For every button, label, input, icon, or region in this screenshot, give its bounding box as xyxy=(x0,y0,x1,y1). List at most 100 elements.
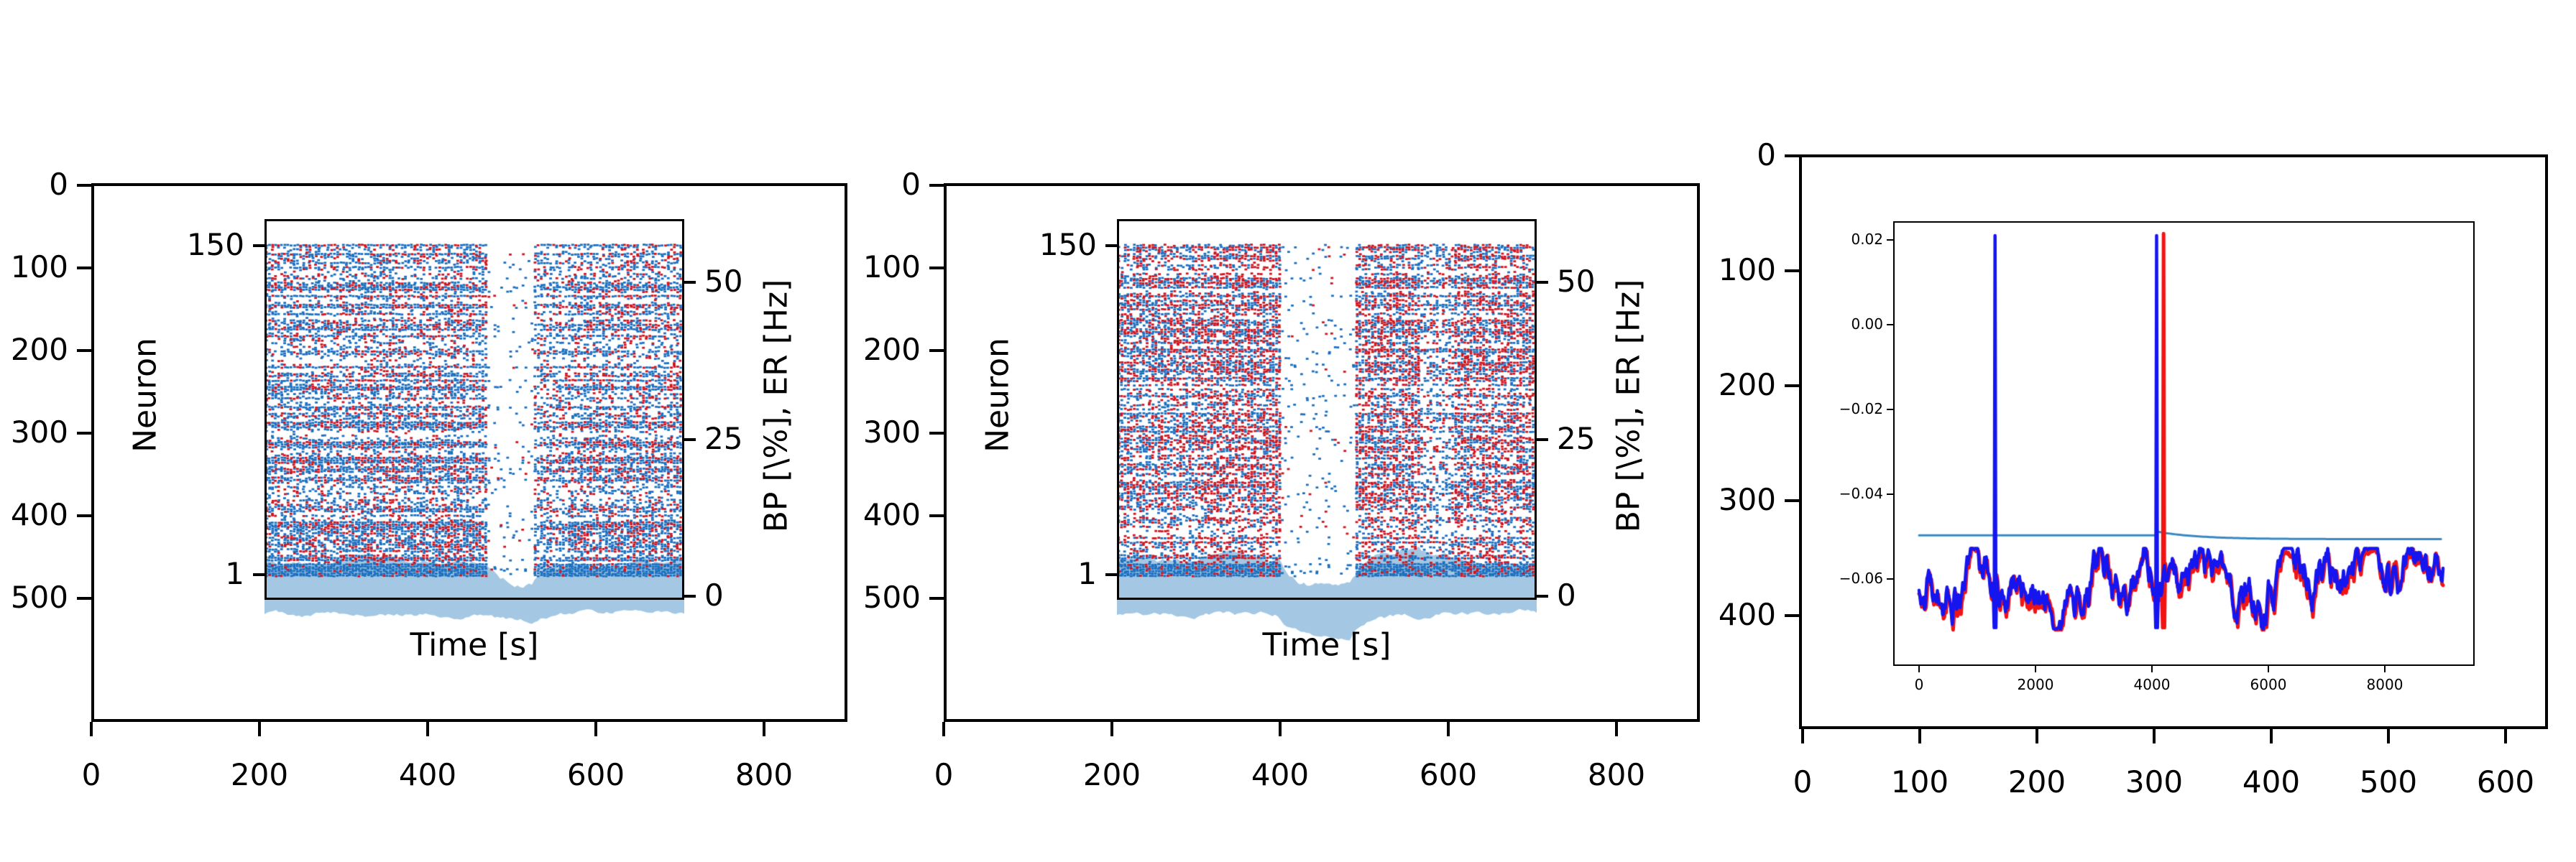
tick-mark xyxy=(2153,729,2156,743)
tick-mark xyxy=(2036,729,2038,743)
outer-axes-box xyxy=(1799,154,2548,729)
tick-mark xyxy=(1537,281,1548,284)
tick-label: 100 xyxy=(10,249,68,285)
tick-label: 0 xyxy=(1793,764,1813,800)
tick-mark xyxy=(1537,595,1548,598)
tick-mark xyxy=(1537,438,1548,441)
tick-label: 0.02 xyxy=(1851,231,1883,249)
tick-mark xyxy=(929,514,944,517)
tick-mark xyxy=(929,349,944,352)
tick-label: 1 xyxy=(1077,556,1097,592)
tick-mark xyxy=(77,349,91,352)
inner-axes-box xyxy=(1117,219,1537,600)
tick-label: 8000 xyxy=(2366,676,2404,693)
inner-axes-box xyxy=(1893,221,2475,666)
tick-label: 0 xyxy=(49,167,68,203)
tick-label: 150 xyxy=(1039,227,1097,263)
tick-label: 25 xyxy=(704,421,743,457)
tick-label: 400 xyxy=(1251,757,1310,792)
tick-mark xyxy=(929,432,944,435)
tick-label: 200 xyxy=(1082,757,1141,792)
tick-mark xyxy=(1887,324,1893,325)
tick-label: 400 xyxy=(10,497,68,533)
tick-mark xyxy=(1785,614,1799,617)
tick-mark xyxy=(2268,666,2269,672)
tick-label: −0.06 xyxy=(1839,570,1883,588)
tick-mark xyxy=(1918,666,1920,672)
tick-mark xyxy=(2035,666,2036,672)
tick-label: 0 xyxy=(704,578,724,613)
tick-label: −0.02 xyxy=(1839,400,1883,418)
tick-mark xyxy=(2270,729,2273,743)
tick-label: 0 xyxy=(1557,578,1576,613)
tick-mark xyxy=(258,722,261,736)
tick-label: 4000 xyxy=(2133,676,2171,693)
tick-mark xyxy=(90,722,93,736)
tick-mark xyxy=(1279,722,1282,736)
tick-mark xyxy=(942,722,945,736)
tick-label: 400 xyxy=(862,497,921,533)
tick-label: 0 xyxy=(1914,676,1924,693)
tick-label: 200 xyxy=(862,332,921,368)
tick-label: 150 xyxy=(186,227,244,263)
tick-mark xyxy=(763,722,765,736)
tick-label: 300 xyxy=(10,414,68,450)
tick-label: 200 xyxy=(1718,367,1776,403)
tick-label: 0 xyxy=(81,757,101,792)
tick-label: 0 xyxy=(901,167,921,203)
raster-canvas xyxy=(264,219,684,657)
tick-mark xyxy=(2387,729,2390,743)
tick-mark xyxy=(253,244,264,247)
tick-mark xyxy=(1785,384,1799,387)
tick-mark xyxy=(1785,154,1799,157)
tick-label: 600 xyxy=(2476,764,2535,800)
tick-label: 500 xyxy=(2359,764,2418,800)
tick-mark xyxy=(684,595,696,598)
tick-label: 50 xyxy=(704,264,743,300)
tick-label: 50 xyxy=(1557,264,1596,300)
inner-axes-box xyxy=(264,219,684,600)
outer-axes-box xyxy=(944,183,1700,722)
tick-label: 300 xyxy=(1718,482,1776,518)
tick-mark xyxy=(594,722,597,736)
tick-label: −0.04 xyxy=(1839,485,1883,503)
tick-mark xyxy=(1887,239,1893,241)
tick-label: 200 xyxy=(10,332,68,368)
tick-label: 2000 xyxy=(2017,676,2054,693)
tick-mark xyxy=(77,514,91,517)
tick-mark xyxy=(684,281,696,284)
tick-label: 200 xyxy=(230,757,289,792)
tick-label: 1 xyxy=(225,556,244,592)
outer-axes-box xyxy=(91,183,847,722)
tick-label: 25 xyxy=(1557,421,1596,457)
raster-canvas xyxy=(1117,219,1537,657)
tick-label: 200 xyxy=(2007,764,2066,800)
tick-mark xyxy=(929,597,944,600)
tick-label: 400 xyxy=(1718,597,1776,633)
tick-label: 600 xyxy=(1419,757,1478,792)
tick-mark xyxy=(929,184,944,187)
tick-label: 100 xyxy=(1890,764,1949,800)
tick-mark xyxy=(1110,722,1113,736)
tick-mark xyxy=(1887,409,1893,410)
line-chart-canvas xyxy=(1893,221,2475,666)
tick-label: 100 xyxy=(1718,252,1776,288)
tick-mark xyxy=(426,722,429,736)
tick-mark xyxy=(2384,666,2386,672)
tick-label: 300 xyxy=(862,414,921,450)
tick-mark xyxy=(1615,722,1618,736)
tick-label: 800 xyxy=(1587,757,1646,792)
tick-label: 300 xyxy=(2125,764,2184,800)
tick-mark xyxy=(929,267,944,269)
tick-mark xyxy=(1105,573,1117,576)
tick-label: 500 xyxy=(862,580,921,616)
tick-mark xyxy=(77,597,91,600)
tick-label: 6000 xyxy=(2250,676,2287,693)
tick-label: 500 xyxy=(10,580,68,616)
x-axis-label: Time [s] xyxy=(1262,626,1392,664)
tick-mark xyxy=(1785,499,1799,502)
